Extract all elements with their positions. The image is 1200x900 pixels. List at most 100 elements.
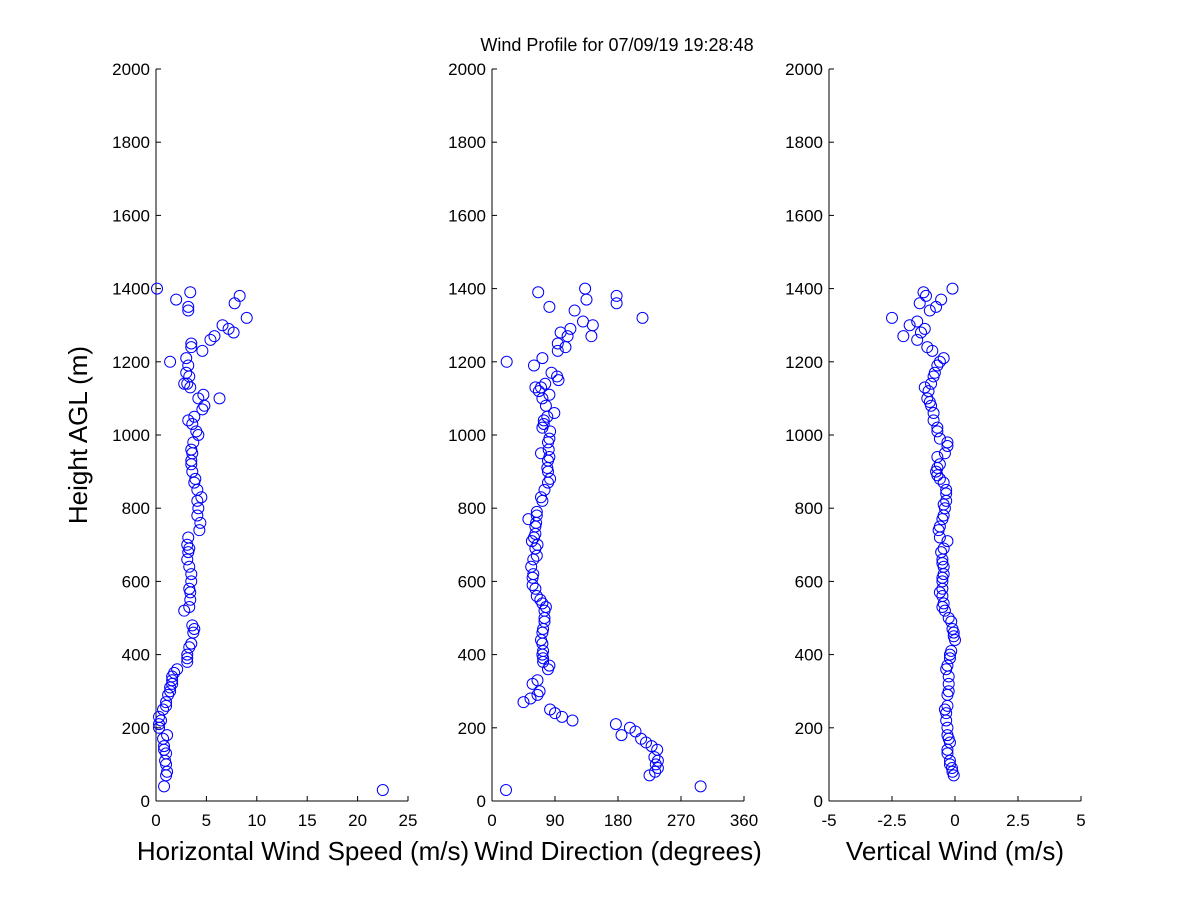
y-tick-label: 200 — [795, 719, 823, 738]
panel-1: 0 200 400 600 800 1000 1200 1400 1600 1800 2000 0 5 1… — [63, 60, 469, 866]
data-point — [530, 590, 543, 603]
data-point — [942, 685, 955, 698]
data-point — [937, 476, 950, 489]
x-tick-label: 0 — [487, 811, 496, 830]
y-tick-label: 1400 — [785, 280, 823, 299]
x-tick-label: 5 — [1076, 811, 1085, 830]
data-point — [531, 688, 544, 701]
y-tick-label: 200 — [458, 719, 486, 738]
data-point — [531, 674, 544, 687]
y-tick-label: 2000 — [785, 60, 823, 79]
y-tick-label: 2000 — [112, 60, 150, 79]
data-point — [532, 286, 545, 299]
data-point — [170, 293, 183, 306]
data-point — [937, 597, 950, 610]
data-point — [522, 513, 535, 526]
data-point — [543, 432, 556, 445]
data-point — [937, 542, 950, 555]
data-point — [545, 366, 558, 379]
data-point — [532, 385, 545, 398]
y-tick-label: 200 — [122, 719, 150, 738]
data-point — [694, 780, 707, 793]
data-point — [539, 399, 552, 412]
x-tick-label: 10 — [247, 811, 266, 830]
y-tick-label: 1400 — [448, 280, 486, 299]
y-tick-label: 1400 — [112, 280, 150, 299]
data-point — [537, 418, 550, 431]
y-tick-label: 0 — [477, 792, 486, 811]
data-point — [938, 604, 951, 617]
x-tick-label: 360 — [730, 811, 758, 830]
data-point — [935, 546, 948, 559]
data-point — [921, 341, 934, 354]
data-point — [946, 282, 959, 295]
data-point — [551, 337, 564, 350]
data-point — [500, 355, 513, 368]
y-tick-label: 1600 — [785, 206, 823, 225]
data-point — [943, 652, 956, 665]
data-point — [376, 784, 389, 797]
data-point — [931, 450, 944, 463]
data-point — [183, 601, 196, 614]
data-point — [946, 765, 959, 778]
data-point — [535, 447, 547, 460]
data-point — [941, 659, 954, 672]
data-point — [933, 520, 946, 533]
x-tick-label: 0 — [151, 811, 160, 830]
data-point — [610, 289, 623, 302]
x-tick-label: 20 — [348, 811, 367, 830]
data-point — [933, 355, 946, 368]
y-tick-label: 0 — [141, 792, 150, 811]
data-point — [923, 304, 936, 317]
data-point — [544, 425, 557, 438]
data-point — [941, 436, 954, 449]
y-tick-label: 2000 — [448, 60, 486, 79]
data-point — [525, 535, 538, 548]
data-point — [941, 729, 954, 742]
y-tick-label: 1600 — [448, 206, 486, 225]
data-point — [918, 381, 931, 394]
data-point — [530, 509, 543, 522]
data-point — [181, 648, 194, 661]
data-point — [937, 498, 950, 511]
data-point — [911, 333, 924, 346]
data-point — [615, 729, 628, 742]
y-tick-label: 1800 — [448, 133, 486, 152]
data-point — [933, 472, 946, 485]
data-point — [543, 659, 556, 672]
x-axis-label: Horizontal Wind Speed (m/s) — [137, 836, 469, 866]
data-point — [914, 326, 927, 339]
x-tick-label: 5 — [202, 811, 211, 830]
data-point — [931, 359, 944, 372]
data-point — [913, 297, 926, 310]
data-point — [240, 311, 253, 324]
data-point — [157, 703, 170, 716]
data-point — [189, 472, 202, 485]
data-point — [651, 762, 664, 775]
data-point — [943, 758, 956, 771]
data-point — [940, 483, 953, 496]
data-point — [938, 447, 951, 460]
data-point — [610, 297, 623, 310]
data-point — [194, 516, 207, 529]
data-point — [941, 721, 954, 734]
data-point — [182, 531, 195, 544]
data-point — [925, 377, 938, 390]
data-point — [161, 729, 174, 742]
x-tick-label: 270 — [667, 811, 695, 830]
y-tick-label: 1200 — [448, 353, 486, 372]
data-point — [191, 509, 204, 522]
data-point — [157, 732, 170, 745]
data-point — [648, 751, 661, 764]
data-point — [941, 747, 954, 760]
data-point — [922, 385, 935, 398]
data-point — [182, 414, 195, 427]
data-point — [536, 352, 549, 365]
y-tick-label: 1000 — [448, 426, 486, 445]
data-point — [927, 414, 940, 427]
data-point — [180, 366, 193, 379]
data-point — [184, 286, 197, 299]
data-point — [941, 439, 954, 452]
data-point — [933, 432, 946, 445]
